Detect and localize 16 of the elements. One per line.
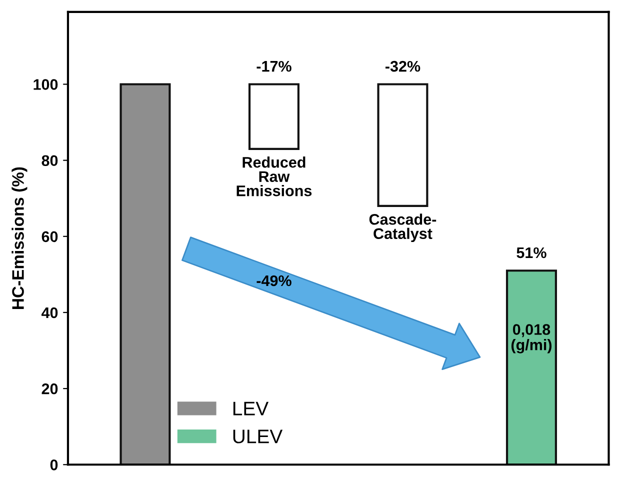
x-tick-label: Reduced Raw Emissions: [236, 156, 312, 196]
legend-label: LEV: [233, 402, 269, 416]
y-tick-label: 60: [42, 231, 58, 242]
x-tick-label: Cascade- Catalyst: [369, 214, 436, 242]
text: -32%: [385, 60, 420, 72]
y-axis-title: HC-Emissions (%): [12, 167, 28, 309]
y-tick-label: 20: [42, 383, 58, 394]
y-tick-label: 80: [42, 155, 58, 166]
annotation: 0,018 (g/mi): [511, 324, 552, 354]
y-tick-label: 0: [50, 460, 58, 470]
y-tick-label: 100: [34, 79, 58, 90]
y-tick-label: 40: [42, 307, 58, 318]
annotation: -49%: [256, 275, 292, 286]
legend-label: ULEV: [233, 430, 283, 444]
text: -17%: [256, 60, 292, 72]
text: 51%: [516, 247, 546, 258]
